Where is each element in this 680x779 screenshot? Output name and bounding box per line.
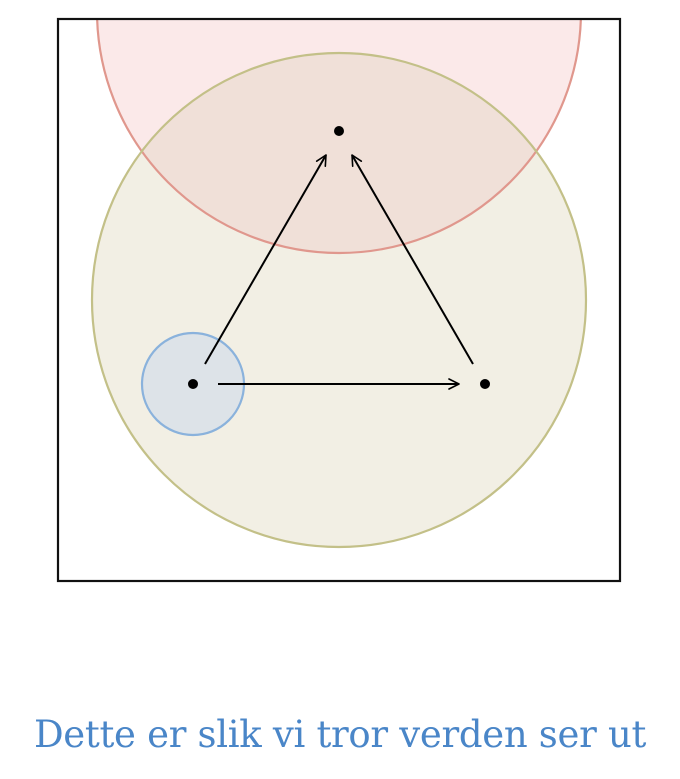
frame-contents: [90, 19, 588, 549]
olive-circle-outline: [90, 51, 588, 549]
node-right: [480, 379, 490, 389]
overlap-region: [97, 53, 581, 253]
red-circle-outline: [96, 19, 582, 255]
arrow-right-to-top: [351, 154, 474, 365]
diagram: [56, 17, 622, 583]
node-left: [188, 379, 198, 389]
arrow-left-to-top: [204, 154, 327, 365]
caption: Dette er slik vi tror verden ser ut: [33, 713, 647, 756]
node-top: [334, 126, 344, 136]
frame: [56, 17, 622, 583]
